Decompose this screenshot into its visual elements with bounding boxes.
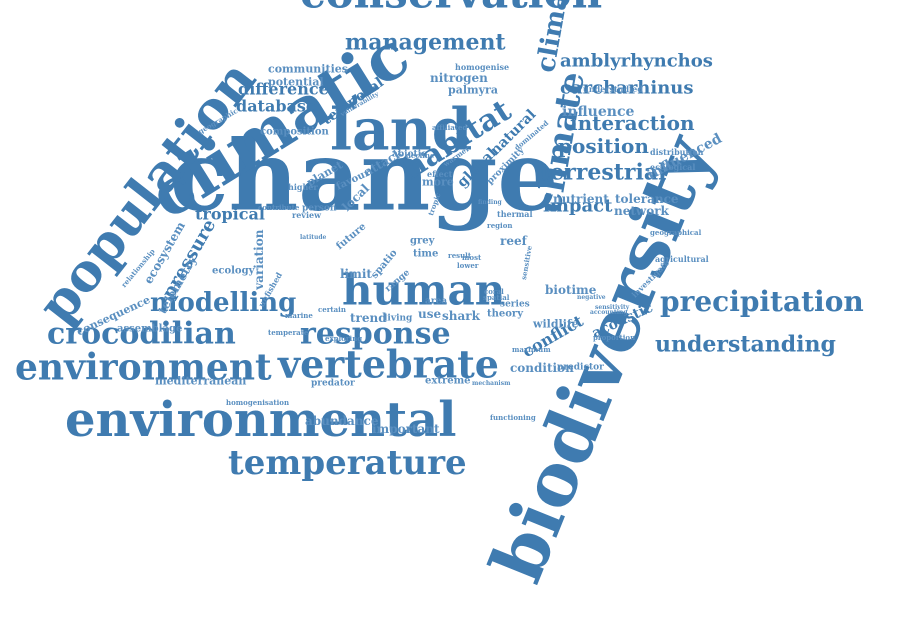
word-homogenisation: homogenisation <box>226 398 290 408</box>
word-time: time <box>413 248 439 260</box>
word-predictor: predictor <box>557 362 604 373</box>
word-environment: environment <box>15 346 272 389</box>
word-marine: marine <box>285 311 313 321</box>
word-affiliated: affiliated <box>432 123 468 133</box>
word-abundance: abundance <box>305 413 379 428</box>
word-latitude: latitude <box>300 233 327 241</box>
word-vertebrate: vertebrate <box>278 341 499 387</box>
word-terrestrial: terrestrial <box>540 159 667 186</box>
word-series: series <box>500 299 530 310</box>
word-theory: theory <box>487 308 524 320</box>
word-mediterranean: mediterranean <box>155 374 247 388</box>
word-temperate: temperate <box>268 328 309 338</box>
word-result: result <box>448 251 472 261</box>
word-modelling: modelling <box>150 287 297 318</box>
word-management: management <box>345 29 506 56</box>
word-review: review <box>292 210 321 221</box>
word-crocodilian: crocodilian <box>47 316 236 352</box>
word-potential: potential <box>268 75 324 89</box>
word-change: change <box>170 119 559 233</box>
word-predator: predator <box>311 378 355 389</box>
word-abiotic: abiotic <box>392 149 427 160</box>
word-agricultural: agricultural <box>655 254 709 265</box>
word-living: living <box>384 313 413 324</box>
word-more: more <box>422 175 454 189</box>
word-response: response <box>300 316 451 352</box>
word-condition: condition <box>510 360 574 375</box>
word-shark: shark <box>442 308 480 323</box>
word-understudied: understudied <box>583 84 643 95</box>
word-composition: composition <box>260 126 329 138</box>
word-land: land <box>330 95 473 164</box>
word-thermal: thermal <box>497 209 533 220</box>
word-environmental: environmental <box>65 392 457 449</box>
word-maximum: maximum <box>512 345 551 355</box>
word-biotime: biotime <box>545 282 597 297</box>
word-variation: variation <box>252 229 266 290</box>
word-human: human <box>342 265 506 315</box>
word-precipitation: precipitation <box>660 285 864 319</box>
word-distribution: distribution <box>650 147 704 158</box>
word-reef: reef <box>500 233 527 248</box>
word-certain: certain <box>318 305 346 315</box>
word-mechanism: mechanism <box>472 379 511 387</box>
word-contribute: contribute <box>258 203 300 213</box>
word-sensitivity: sensitivity <box>595 303 630 311</box>
word-amblyrhynchos: amblyrhynchos <box>560 50 713 72</box>
word-tropical: tropical <box>195 204 265 224</box>
word-wildlife: wildlife <box>533 317 579 331</box>
word-limit: limit <box>340 266 372 281</box>
word-homogenise: homogenise <box>455 62 510 73</box>
word-exploring: exploring <box>325 334 363 344</box>
word-conservation: conservation <box>300 0 602 14</box>
word-nitrogen: nitrogen <box>430 70 488 85</box>
word-assemblage: assemblage <box>117 323 183 335</box>
word-database: database <box>236 96 317 116</box>
word-person: person <box>302 203 337 214</box>
word-negative: negative <box>577 293 606 301</box>
word-effect: effect <box>427 169 453 180</box>
word-decline: decline <box>406 151 435 161</box>
word-communities: communities <box>268 62 348 76</box>
word-accounting: accounting <box>590 308 628 316</box>
word-spatial: spatial <box>483 293 510 303</box>
word-carcharhinus: carcharhinus <box>560 77 694 99</box>
word-impact: impact <box>543 195 613 217</box>
word-extreme: extreme <box>425 375 471 387</box>
word-area: area <box>425 296 448 307</box>
word-influence: influence <box>562 104 635 121</box>
word-finding: finding <box>478 198 502 206</box>
word-higher: higher <box>288 182 318 193</box>
word-palmyra: palmyra <box>448 83 498 97</box>
word-lower: lower <box>457 261 479 271</box>
word-proportion: proportion <box>593 333 636 343</box>
word-temperature: temperature <box>228 443 467 484</box>
word-geographical: geographical <box>650 228 702 238</box>
word-understanding: understanding <box>655 331 836 358</box>
word-sensitive: sensitive <box>519 244 534 281</box>
word-important: important <box>372 421 440 436</box>
word-difference: difference <box>238 79 329 99</box>
word-ecology: ecology <box>212 265 255 277</box>
word-coral: coral <box>484 287 504 297</box>
word-functioning: functioning <box>490 413 536 423</box>
word-grey: grey <box>410 235 435 247</box>
word-region: region <box>487 221 513 231</box>
word-network: network <box>614 203 669 218</box>
word-trend: trend <box>350 310 387 325</box>
word-interaction: interaction <box>570 111 695 135</box>
word-most: most <box>462 253 482 263</box>
word-position: position <box>558 134 649 158</box>
word-use: use <box>418 306 442 321</box>
word-ecological: ecological <box>650 162 696 173</box>
word-tolerance: tolerance <box>615 191 679 206</box>
word-nutrient: nutrient <box>553 191 609 206</box>
